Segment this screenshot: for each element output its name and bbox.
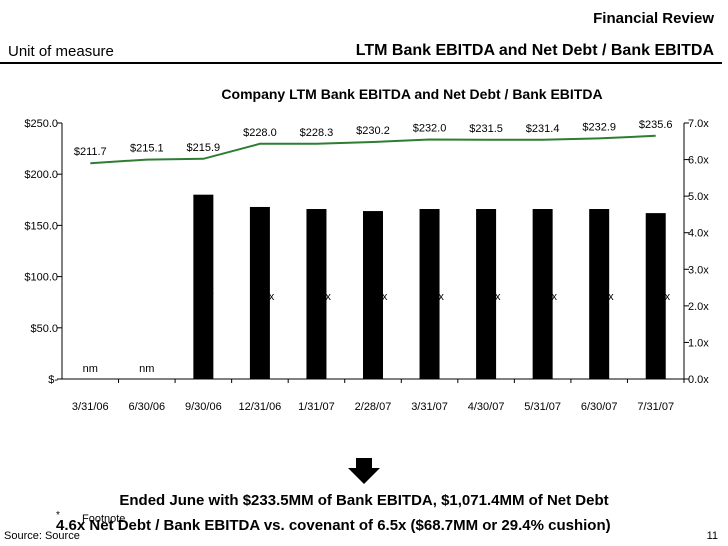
bar-data-label: 4.5x <box>649 291 670 303</box>
page-number: 11 <box>706 530 718 542</box>
y-right-tick-label: 0.0x <box>688 374 709 386</box>
section-title: Financial Review <box>593 10 714 27</box>
line-data-label: $231.4 <box>526 123 560 135</box>
x-tick-label: 4/30/07 <box>468 401 505 413</box>
line-data-label: $231.5 <box>469 123 503 135</box>
line-data-label: $215.1 <box>130 143 164 155</box>
x-tick-label: 3/31/07 <box>411 401 448 413</box>
x-tick-label: 12/31/06 <box>238 401 281 413</box>
bar <box>363 211 383 379</box>
y-right-tick-label: 2.0x <box>688 301 709 313</box>
line-data-label: $235.6 <box>639 119 673 131</box>
y-left-tick-label: $150.0 <box>24 220 58 232</box>
x-tick-label: 5/31/07 <box>524 401 561 413</box>
x-tick-label: 6/30/06 <box>128 401 165 413</box>
line-series-ebitda <box>90 134 656 165</box>
x-tick-label: 6/30/07 <box>581 401 618 413</box>
y-right-tick-label: 7.0x <box>688 118 709 130</box>
y-left-tick-label: $- <box>48 374 58 386</box>
line-data-label: $211.7 <box>74 146 107 158</box>
y-right-tick-label: 1.0x <box>688 337 709 349</box>
y-left-tick-label: $100.0 <box>24 272 58 284</box>
unit-of-measure-label: Unit of measure <box>8 43 114 60</box>
bar <box>419 209 440 379</box>
chart-title: Company LTM Bank EBITDA and Net Debt / B… <box>221 86 602 102</box>
bar-data-label: 5.0x <box>193 285 214 297</box>
y-left-tick-label: $250.0 <box>24 118 58 130</box>
footnote-marker: * <box>56 510 60 521</box>
bar <box>249 206 270 379</box>
y-right-tick-label: 6.0x <box>688 155 709 167</box>
source-note: Source: Source <box>4 530 80 542</box>
footnote-text: Footnote <box>82 513 126 525</box>
y-left-tick-label: $50.0 <box>30 323 58 335</box>
bar-data-label: 4.6x <box>480 291 501 303</box>
line-data-label: $228.0 <box>243 127 277 139</box>
slide-title: LTM Bank EBITDA and Net Debt / Bank EBIT… <box>355 42 714 59</box>
y-right-tick-label: 4.0x <box>688 228 709 240</box>
header-divider <box>0 62 722 64</box>
x-tick-label: 2/28/07 <box>355 401 392 413</box>
y-right-tick-label: 5.0x <box>688 191 709 203</box>
x-tick-label: 7/31/07 <box>637 401 674 413</box>
bar-data-label: 4.6x <box>593 291 614 303</box>
bar-data-label: nm <box>139 363 154 375</box>
bar-data-label: 4.6x <box>310 291 331 303</box>
line-data-label: $228.3 <box>300 127 334 139</box>
bar <box>532 209 553 379</box>
bar-data-label: 4.6x <box>423 291 444 303</box>
x-tick-label: 9/30/06 <box>185 401 222 413</box>
y-left-tick-label: $200.0 <box>24 169 58 181</box>
x-tick-label: 1/31/07 <box>298 401 335 413</box>
summary-line-2: 4.6x Net Debt / Bank EBITDA vs. covenant… <box>56 517 611 534</box>
x-tick-label: 3/31/06 <box>72 401 109 413</box>
bar <box>306 209 327 379</box>
line-data-label: $215.9 <box>187 142 221 154</box>
bar-data-label: 4.6x <box>536 291 557 303</box>
bar-data-label: nm <box>83 363 98 375</box>
combo-chart: Company LTM Bank EBITDA and Net Debt / B… <box>24 86 709 413</box>
line-data-label: $232.9 <box>582 121 616 133</box>
down-arrow-icon <box>348 458 380 484</box>
line-data-label: $232.0 <box>413 122 447 134</box>
bar-data-label: 4.5x <box>367 291 388 303</box>
bar <box>193 194 214 379</box>
line-data-label: $230.2 <box>356 125 390 137</box>
bar <box>476 209 497 379</box>
bar <box>645 213 666 379</box>
bar-data-label: 4.7x <box>254 291 275 303</box>
y-right-tick-label: 3.0x <box>688 264 709 276</box>
summary-line-1: Ended June with $233.5MM of Bank EBITDA,… <box>119 492 609 509</box>
bar <box>589 209 610 379</box>
